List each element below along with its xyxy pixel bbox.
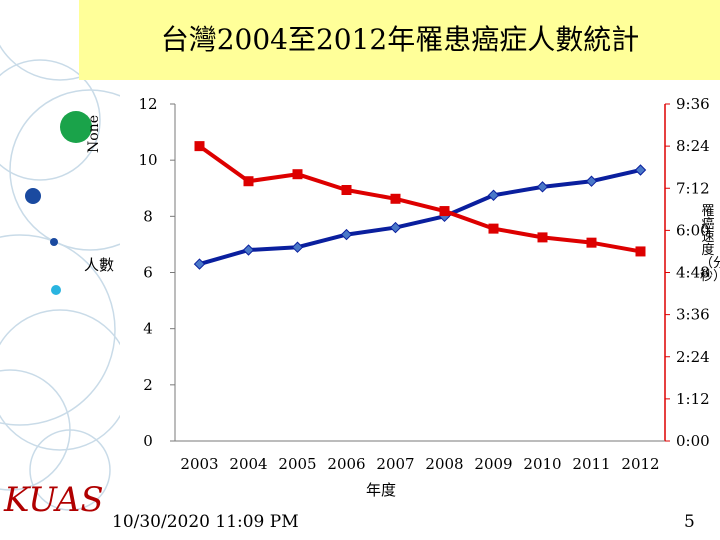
- data-point: [635, 246, 646, 257]
- footer-date: 10/30/2020 11:09 PM: [112, 512, 299, 532]
- data-point: [634, 164, 647, 176]
- y-right-tick-label: 1:12: [676, 390, 710, 408]
- data-point: [194, 141, 205, 152]
- blue-dot-icon: [25, 188, 41, 204]
- data-point: [242, 244, 255, 256]
- y-left-tick-label: 4: [143, 320, 153, 338]
- data-point: [537, 232, 548, 243]
- data-point: [340, 228, 353, 241]
- y-right-tick-label: 8:24: [676, 137, 710, 155]
- data-point: [389, 221, 402, 234]
- y-right-tick-label: 9:36: [676, 95, 710, 113]
- y-left-tick-label: 12: [138, 95, 157, 113]
- series-line: [198, 168, 641, 266]
- series-line: [198, 144, 641, 254]
- x-tick-label: 2008: [425, 455, 463, 473]
- x-tick-label: 2009: [474, 455, 512, 473]
- cyan-dot-icon: [51, 285, 61, 295]
- x-tick-label: 2006: [327, 455, 365, 473]
- small-dot-icon: [50, 238, 58, 246]
- x-tick-label: 2011: [572, 455, 610, 473]
- y-right-tick-label: 3:36: [676, 306, 710, 324]
- slide-title: 台灣2004至2012年罹患癌症人數統計: [160, 23, 640, 56]
- data-point: [292, 169, 303, 180]
- data-point: [536, 181, 549, 193]
- y-right-tick-label: 2:24: [676, 348, 710, 366]
- x-tick-label: 2004: [229, 455, 267, 473]
- y-axis-right-label: 罹癌速度（分：秒）: [700, 204, 720, 284]
- title-band: [80, 0, 720, 80]
- data-point: [291, 241, 304, 253]
- page-number: 5: [684, 512, 695, 532]
- data-point: [243, 176, 254, 187]
- y-right-tick-label: 0:00: [676, 432, 710, 450]
- data-point: [487, 189, 500, 201]
- kuas-logo: KUAS: [4, 480, 104, 520]
- y-axis-left-label: 人數: [84, 256, 115, 274]
- data-point: [390, 193, 401, 204]
- x-axis-label: 年度: [366, 481, 397, 499]
- y-right-tick-label: 6:00: [676, 221, 710, 239]
- x-tick-label: 2012: [621, 455, 659, 473]
- y-left-tick-label: 6: [143, 264, 153, 282]
- y-left-tick-label: 0: [143, 432, 153, 450]
- y-right-tick-label: 4:48: [676, 264, 710, 282]
- x-tick-label: 2010: [523, 455, 561, 473]
- y-left-tick-label: 10: [138, 151, 157, 169]
- x-tick-label: 2005: [278, 455, 316, 473]
- green-dot-icon: [60, 111, 92, 143]
- data-point: [585, 175, 598, 187]
- data-point: [439, 206, 450, 217]
- data-point: [341, 185, 352, 196]
- y-left-tick-label: 8: [143, 207, 153, 225]
- data-point: [488, 223, 499, 234]
- y-right-tick-label: 7:12: [676, 179, 710, 197]
- y-left-tick-label: 2: [143, 376, 153, 394]
- data-point: [193, 258, 206, 270]
- x-tick-label: 2003: [180, 455, 218, 473]
- data-point: [586, 237, 597, 248]
- x-tick-label: 2007: [376, 455, 414, 473]
